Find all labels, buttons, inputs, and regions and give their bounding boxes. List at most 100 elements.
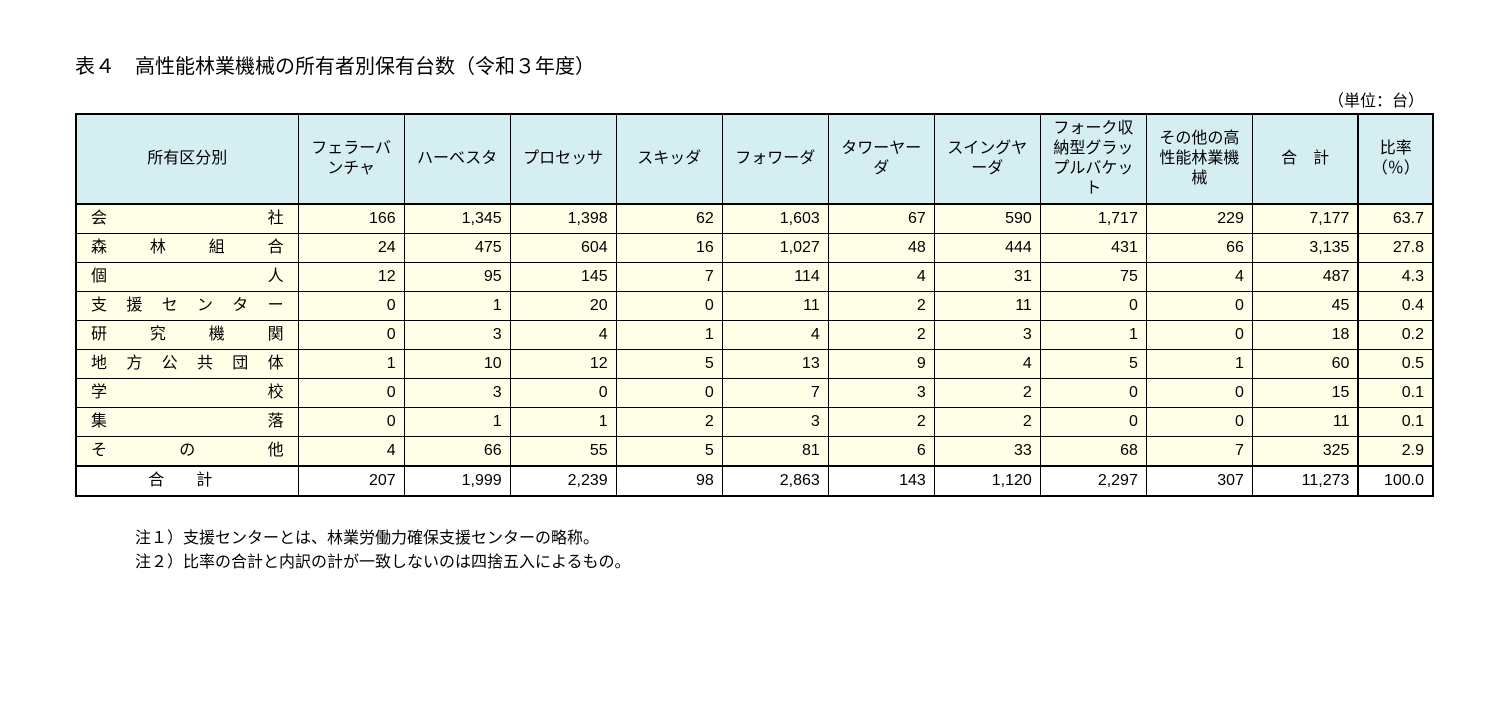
- total-cell: 11,273: [1252, 466, 1358, 496]
- cell: 4: [934, 350, 1040, 379]
- total-cell: 207: [298, 466, 404, 496]
- cell: 15: [1252, 379, 1358, 408]
- cell: 0: [1146, 408, 1252, 437]
- cell: 0: [1146, 321, 1252, 350]
- cell: 0: [1146, 379, 1252, 408]
- cell: 0: [1040, 408, 1146, 437]
- row-label: 個人: [76, 263, 298, 292]
- cell: 11: [722, 292, 828, 321]
- cell: 1,345: [404, 204, 510, 234]
- cell: 1,717: [1040, 204, 1146, 234]
- total-label: 合計: [76, 466, 298, 496]
- note-1: 注１）支援センターとは、林業労働力確保支援センターの略称。: [135, 527, 1434, 551]
- cell: 0: [298, 379, 404, 408]
- cell: 3: [404, 379, 510, 408]
- cell: 2: [828, 292, 934, 321]
- cell: 3: [828, 379, 934, 408]
- cell: 95: [404, 263, 510, 292]
- cell: 4: [1146, 263, 1252, 292]
- cell: 4: [298, 437, 404, 467]
- total-cell: 2,297: [1040, 466, 1146, 496]
- cell: 431: [1040, 234, 1146, 263]
- table-row: 支援センター012001121100450.4: [76, 292, 1433, 321]
- total-row: 合計2071,9992,239982,8631431,1202,29730711…: [76, 466, 1433, 496]
- cell: 63.7: [1358, 204, 1433, 234]
- cell: 0: [298, 321, 404, 350]
- cell: 4: [828, 263, 934, 292]
- cell: 33: [934, 437, 1040, 467]
- cell: 1: [404, 292, 510, 321]
- cell: 0: [616, 292, 722, 321]
- cell: 0: [1040, 292, 1146, 321]
- cell: 12: [298, 263, 404, 292]
- cell: 66: [404, 437, 510, 467]
- cell: 1,398: [510, 204, 616, 234]
- cell: 2.9: [1358, 437, 1433, 467]
- total-cell: 307: [1146, 466, 1252, 496]
- cell: 7: [1146, 437, 1252, 467]
- cell: 2: [828, 321, 934, 350]
- cell: 4: [510, 321, 616, 350]
- cell: 7,177: [1252, 204, 1358, 234]
- total-cell: 2,239: [510, 466, 616, 496]
- cell: 3: [404, 321, 510, 350]
- cell: 2: [828, 408, 934, 437]
- cell: 1: [510, 408, 616, 437]
- col-feller: フェラーバンチャ: [298, 114, 404, 204]
- cell: 13: [722, 350, 828, 379]
- cell: 0: [510, 379, 616, 408]
- cell: 5: [616, 437, 722, 467]
- cell: 0.4: [1358, 292, 1433, 321]
- total-cell: 1,999: [404, 466, 510, 496]
- cell: 10: [404, 350, 510, 379]
- cell: 66: [1146, 234, 1252, 263]
- total-cell: 98: [616, 466, 722, 496]
- cell: 3: [722, 408, 828, 437]
- table-row: 森林組合24475604161,02748444431663,13527.8: [76, 234, 1433, 263]
- col-swing: スイングヤーダ: [934, 114, 1040, 204]
- cell: 12: [510, 350, 616, 379]
- cell: 81: [722, 437, 828, 467]
- data-table: 所有区分別 フェラーバンチャ ハーベスタ プロセッサ スキッダ フォワーダ タワ…: [75, 113, 1434, 497]
- cell: 7: [722, 379, 828, 408]
- cell: 487: [1252, 263, 1358, 292]
- cell: 0: [1146, 292, 1252, 321]
- row-label: 集落: [76, 408, 298, 437]
- cell: 3: [934, 321, 1040, 350]
- cell: 68: [1040, 437, 1146, 467]
- cell: 166: [298, 204, 404, 234]
- cell: 1,603: [722, 204, 828, 234]
- cell: 604: [510, 234, 616, 263]
- row-label: その他: [76, 437, 298, 467]
- cell: 1: [298, 350, 404, 379]
- cell: 1,027: [722, 234, 828, 263]
- cell: 5: [1040, 350, 1146, 379]
- cell: 62: [616, 204, 722, 234]
- total-cell: 1,120: [934, 466, 1040, 496]
- cell: 16: [616, 234, 722, 263]
- cell: 20: [510, 292, 616, 321]
- cell: 145: [510, 263, 616, 292]
- cell: 45: [1252, 292, 1358, 321]
- cell: 325: [1252, 437, 1358, 467]
- col-harvester: ハーベスタ: [404, 114, 510, 204]
- col-ratio: 比率（％）: [1358, 114, 1433, 204]
- cell: 4: [722, 321, 828, 350]
- cell: 9: [828, 350, 934, 379]
- cell: 2: [934, 408, 1040, 437]
- cell: 3,135: [1252, 234, 1358, 263]
- table-row: 集落011232200110.1: [76, 408, 1433, 437]
- total-cell: 143: [828, 466, 934, 496]
- cell: 0.1: [1358, 408, 1433, 437]
- cell: 475: [404, 234, 510, 263]
- cell: 1: [1146, 350, 1252, 379]
- row-label: 支援センター: [76, 292, 298, 321]
- cell: 114: [722, 263, 828, 292]
- row-label: 森林組合: [76, 234, 298, 263]
- cell: 55: [510, 437, 616, 467]
- note-2: 注２）比率の合計と内訳の計が一致しないのは四捨五入によるもの。: [135, 551, 1434, 575]
- cell: 4.3: [1358, 263, 1433, 292]
- row-label: 学校: [76, 379, 298, 408]
- cell: 5: [616, 350, 722, 379]
- total-cell: 100.0: [1358, 466, 1433, 496]
